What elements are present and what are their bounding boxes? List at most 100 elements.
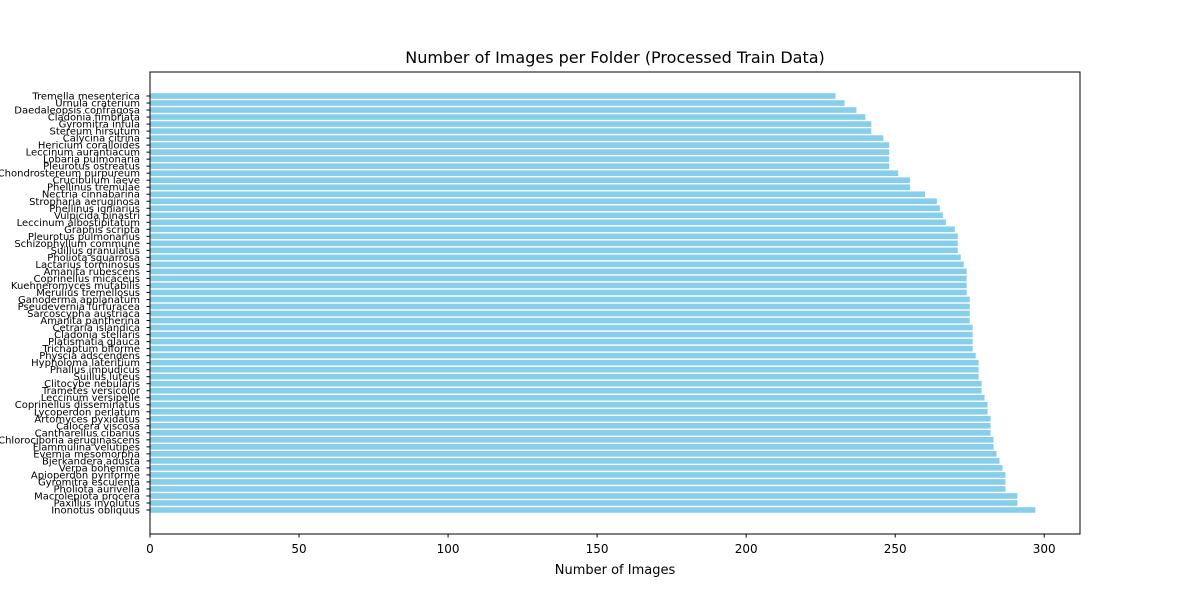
y-tick-label: Gyromitra esculenta [38,477,140,488]
y-tick-label: Graphis scripta [64,225,140,236]
y-tick-label: Flammulina velutipes [33,442,140,453]
bar [150,451,997,457]
bar [150,303,970,310]
bar [150,261,964,268]
y-tick-label: Lactarius torminosus [35,260,140,271]
bar [150,149,890,155]
y-tick-label: Verpa bohemica [59,463,140,474]
y-tick-label: Macrolepiota procera [34,491,140,502]
y-tick-label: Chondrostereum purpureum [0,169,140,180]
y-tick-label: Schizophyllum commune [14,239,140,250]
bar [150,289,967,296]
bar [150,114,866,120]
bar [150,500,1018,506]
bar [150,233,958,240]
bar [150,366,979,373]
y-tick-label: Crucibulum laeve [52,176,140,187]
bar [150,458,1000,464]
bar [150,247,958,254]
bar [150,282,967,289]
bar [150,184,911,191]
y-tick-label: Calycina citrina [63,134,140,145]
bar [150,226,955,233]
bar [150,359,979,366]
y-tick-label: Kuehneromyces mutabilis [11,281,140,292]
bar [150,128,872,134]
bar [150,415,991,422]
bar [150,191,925,198]
y-tick-label: Inonotus obliquus [51,506,140,517]
bar [150,507,1036,513]
bar [150,135,884,141]
y-tick-label: Pholiota squarrosa [47,253,140,264]
bar [150,437,994,443]
bar [150,394,985,401]
bar [150,408,988,415]
y-tick-label: Sarcoscypha austriaca [27,309,140,320]
bar [150,345,973,352]
y-tick-label: Cladonia stellaris [54,330,140,341]
bar [150,310,970,317]
y-tick-label: Leccinum aurantiacum [26,148,140,159]
y-tick-label: Stereum hirsutum [50,127,141,138]
y-tick-label: Urnula craterium [55,99,140,110]
x-axis: 0 50 100 150 200 250 300 [146,534,1056,556]
bar [150,338,973,345]
y-tick-label: Trichaptum biforme [41,344,140,355]
bar [150,100,845,106]
bar [150,430,991,436]
y-tick-label: Cladonia fimbriata [48,113,140,124]
y-tick-label: Evernia mesomorpha [33,449,140,460]
bar [150,296,970,303]
y-tick-label: Phallus impudicus [50,365,140,376]
bar [150,142,890,148]
y-tick-label: Chlorociboria aeruginascens [0,435,140,446]
bar [150,486,1006,492]
y-tick-label: Artomyces pyxidatus [34,414,140,425]
bar [150,352,976,359]
bar [150,387,982,394]
x-tick-label: 0 [146,542,154,556]
bar [150,401,988,408]
bar [150,444,994,450]
bar [150,275,967,282]
y-tick-label: Pseudevernia furfuracea [18,302,140,313]
chart-title: Number of Images per Folder (Processed T… [405,48,825,67]
y-tick-label: Calocera viscosa [56,421,140,432]
y-tick-label: Daedaleopsis confragosa [14,106,140,117]
bar [150,121,872,127]
bar [150,472,1006,478]
bar [150,205,940,212]
bar [150,373,979,380]
y-tick-label: Physcia adscendens [39,351,140,362]
y-tick-label: Hypholoma lateritium [31,358,140,369]
y-tick-label: Hericium coralloides [38,141,140,152]
y-tick-label: Bjerkandera adusta [42,456,140,467]
y-tick-label: Lobaria pulmonaria [43,155,140,166]
y-tick-label: Trametes versicolor [41,386,141,397]
y-tick-label: Ganoderma applanatum [18,295,140,306]
x-tick-label: 150 [586,542,609,556]
bar [150,268,967,275]
bar [150,422,991,429]
bar [150,212,943,219]
bar [150,156,890,162]
y-tick-label: Lycoperdon perlatum [34,407,140,418]
bar [150,493,1018,499]
y-tick-label: Pleurotus ostreatus [43,162,140,173]
bars-layer [150,93,1036,513]
bar [150,465,1003,471]
bar [150,219,946,226]
y-tick-label: Gyromitra infula [59,120,140,131]
y-tick-label: Cantharellus cibarius [35,428,140,439]
bar [150,107,857,113]
y-tick-label: Apioperdon pyriforme [31,470,140,481]
y-tick-label: Pholiota aurivella [54,484,141,495]
y-tick-label: Phellinus igniarius [49,204,140,215]
y-tick-label: Coprinellus micaceus [34,274,140,285]
y-tick-label: Clitocybe nebularis [44,379,140,390]
bar [150,170,899,176]
y-tick-label: Leccinum versipelle [41,393,140,404]
